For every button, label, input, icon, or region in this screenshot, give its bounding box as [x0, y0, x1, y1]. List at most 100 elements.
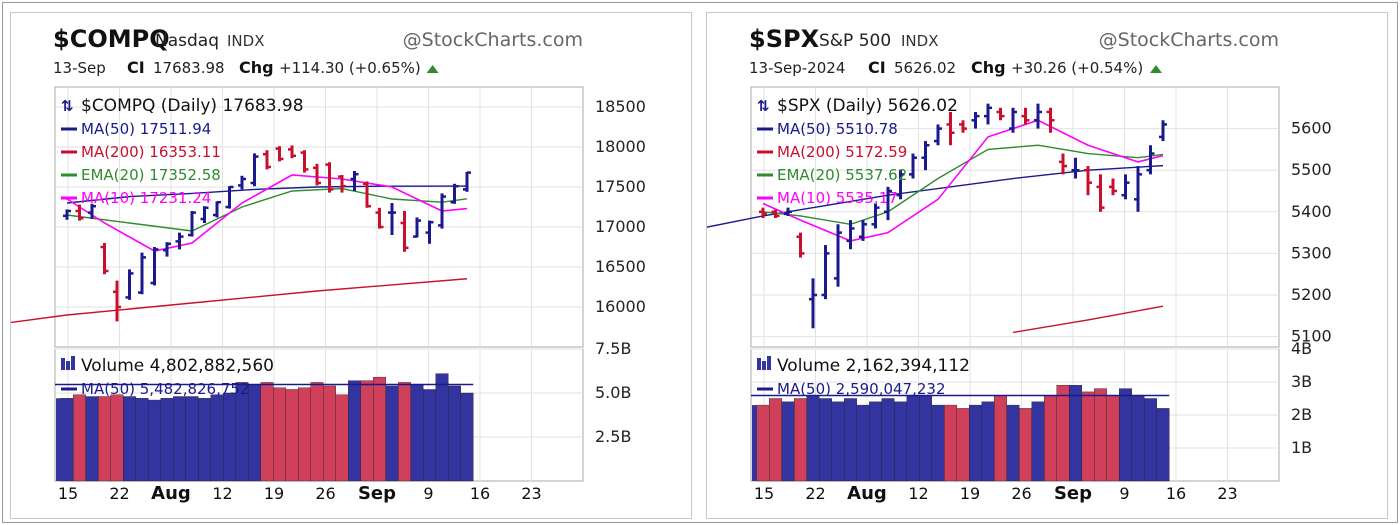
volume-bar: [1069, 385, 1082, 482]
price-bar: [921, 141, 930, 171]
legend-label: MA(50) 17511.94: [81, 120, 211, 138]
volume-tick-label: 2B: [1291, 405, 1312, 424]
price-bar: [871, 203, 880, 229]
price-bar: [300, 150, 309, 173]
volume-bar: [385, 385, 399, 482]
x-tick-label: 15: [58, 484, 78, 503]
volume-bar: [56, 398, 61, 481]
price-bar: [996, 107, 1005, 121]
chart-name: S&P 500: [819, 31, 891, 51]
volume-bar: [373, 376, 386, 482]
volume-tick-label: 7.5B: [595, 339, 631, 358]
volume-tick-label: 4B: [1291, 339, 1312, 358]
price-tick-label: 5600: [1291, 119, 1332, 138]
price-bar: [909, 153, 917, 179]
volume-bar: [460, 392, 474, 482]
chart-date: 13-Sep-2024: [749, 59, 845, 77]
ma10-line: [66, 174, 468, 252]
price-bar: [934, 124, 942, 146]
price-bar: [884, 186, 892, 221]
volume-bar: [273, 387, 286, 482]
watermark: @StockCharts.com: [403, 29, 583, 51]
volume-bar: [944, 404, 957, 482]
price-plot-area: [750, 86, 1280, 348]
price-tick-label: 18500: [595, 97, 646, 116]
volume-bar: [956, 408, 970, 482]
price-bar: [1034, 103, 1042, 129]
price-bar: [984, 103, 992, 125]
volume-bar: [110, 394, 124, 482]
watermark: @StockCharts.com: [1099, 29, 1279, 51]
x-tick-label: 12: [908, 484, 928, 503]
price-bar: [946, 111, 955, 146]
volume-bar: [73, 394, 86, 482]
x-tick-label: 9: [1119, 484, 1129, 503]
up-arrow-icon: [426, 65, 439, 73]
price-bar: [809, 278, 817, 329]
price-bar: [325, 162, 334, 193]
price-tick-label: 5400: [1291, 202, 1332, 221]
volume-bar: [423, 389, 436, 482]
price-tick-label: 18000: [595, 137, 646, 156]
price-bar: [113, 280, 121, 322]
volume-bar: [1056, 385, 1070, 482]
chg-value: +114.30 (+0.65%): [279, 59, 421, 77]
volume-bar: [1094, 388, 1107, 482]
volume-bar: [185, 396, 199, 482]
ema20-line: [66, 187, 468, 232]
x-tick-label: 16: [1166, 484, 1186, 503]
legend-label: MA(50) 5510.78: [777, 120, 898, 138]
volume-bar: [410, 384, 424, 482]
volume-bar: [1044, 395, 1057, 482]
price-bar: [971, 111, 980, 129]
price-bar: [1021, 107, 1030, 125]
legend-label: MA(10) 17231.24: [81, 189, 211, 207]
volume-legend-label: Volume 2,162,394,112: [777, 356, 970, 376]
volume-icon: [61, 358, 65, 370]
price-bar: [1134, 166, 1142, 212]
x-tick-label: 19: [960, 484, 980, 503]
price-bar: [450, 183, 459, 204]
price-tick-label: 16500: [595, 257, 646, 276]
volume-bar: [60, 398, 74, 482]
volume-bar: [856, 404, 870, 482]
price-bar: [821, 245, 830, 300]
volume-bar: [1019, 408, 1032, 482]
volume-bar: [844, 398, 857, 482]
volume-tick-label: 3B: [1291, 372, 1312, 391]
price-bar: [363, 181, 371, 208]
x-tick-label: 12: [212, 484, 232, 503]
legend-label: MA(200) 5172.59: [777, 143, 907, 161]
x-tick-label: Aug: [847, 483, 887, 504]
volume-bar: [348, 380, 361, 482]
x-tick-label: 15: [754, 484, 774, 503]
volume-bar: [794, 398, 807, 482]
price-bar: [350, 171, 359, 191]
price-bar: [463, 171, 471, 192]
ema20-line: [762, 144, 1164, 225]
price-bar: [250, 153, 259, 187]
volume-ma-legend-label: MA(50) 5,482,826,752: [81, 380, 250, 398]
chart-exchange: INDX: [901, 32, 938, 50]
x-tick-label: 9: [423, 484, 433, 503]
price-bar: [1059, 153, 1067, 175]
chart-exchange: INDX: [227, 32, 264, 50]
volume-bar: [285, 389, 299, 482]
volume-bar: [135, 398, 149, 482]
volume-bar: [1119, 388, 1132, 482]
price-tick-label: 17000: [595, 217, 646, 236]
volume-bar: [1081, 391, 1095, 482]
x-tick-label: Sep: [1054, 483, 1092, 504]
volume-bar: [981, 401, 995, 482]
volume-legend-label: Volume 4,802,882,560: [81, 356, 274, 376]
price-bar: [100, 243, 109, 275]
legend-label: MA(200) 16353.11: [81, 143, 221, 161]
legend-label: EMA(20) 5537.62: [777, 166, 907, 184]
price-tick-label: 16000: [595, 297, 646, 316]
price-tick-label: 5100: [1291, 327, 1332, 346]
volume-bar: [360, 380, 374, 482]
volume-bar: [1131, 395, 1145, 482]
x-tick-label: 22: [805, 484, 825, 503]
volume-bar: [769, 398, 782, 482]
volume-bar: [781, 401, 795, 482]
